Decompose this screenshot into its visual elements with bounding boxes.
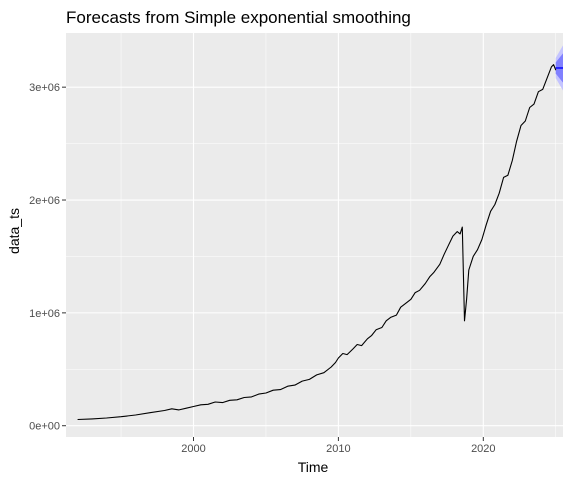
x-axis-title: Time: [298, 459, 329, 475]
x-axis-ticks: 2000 2010 2020: [181, 437, 496, 455]
series-layer: [77, 64, 557, 421]
series-line: [77, 64, 557, 421]
chart-title: Forecasts from Simple exponential smooth…: [66, 8, 411, 27]
y-tick-label: 1e+06: [29, 308, 60, 320]
y-tick-label: 0e+00: [29, 421, 60, 433]
y-tick-label: 2e+06: [29, 195, 60, 207]
x-tick-label: 2020: [471, 443, 495, 455]
grid-minor: [66, 33, 563, 437]
x-tick-label: 2000: [181, 443, 205, 455]
plot-panel: [66, 33, 563, 437]
x-tick-label: 2010: [326, 443, 350, 455]
y-axis-ticks: 0e+00 1e+06 2e+06 3e+06: [29, 82, 66, 433]
y-tick-label: 3e+06: [29, 82, 60, 94]
y-axis-title: data_ts: [6, 208, 22, 254]
